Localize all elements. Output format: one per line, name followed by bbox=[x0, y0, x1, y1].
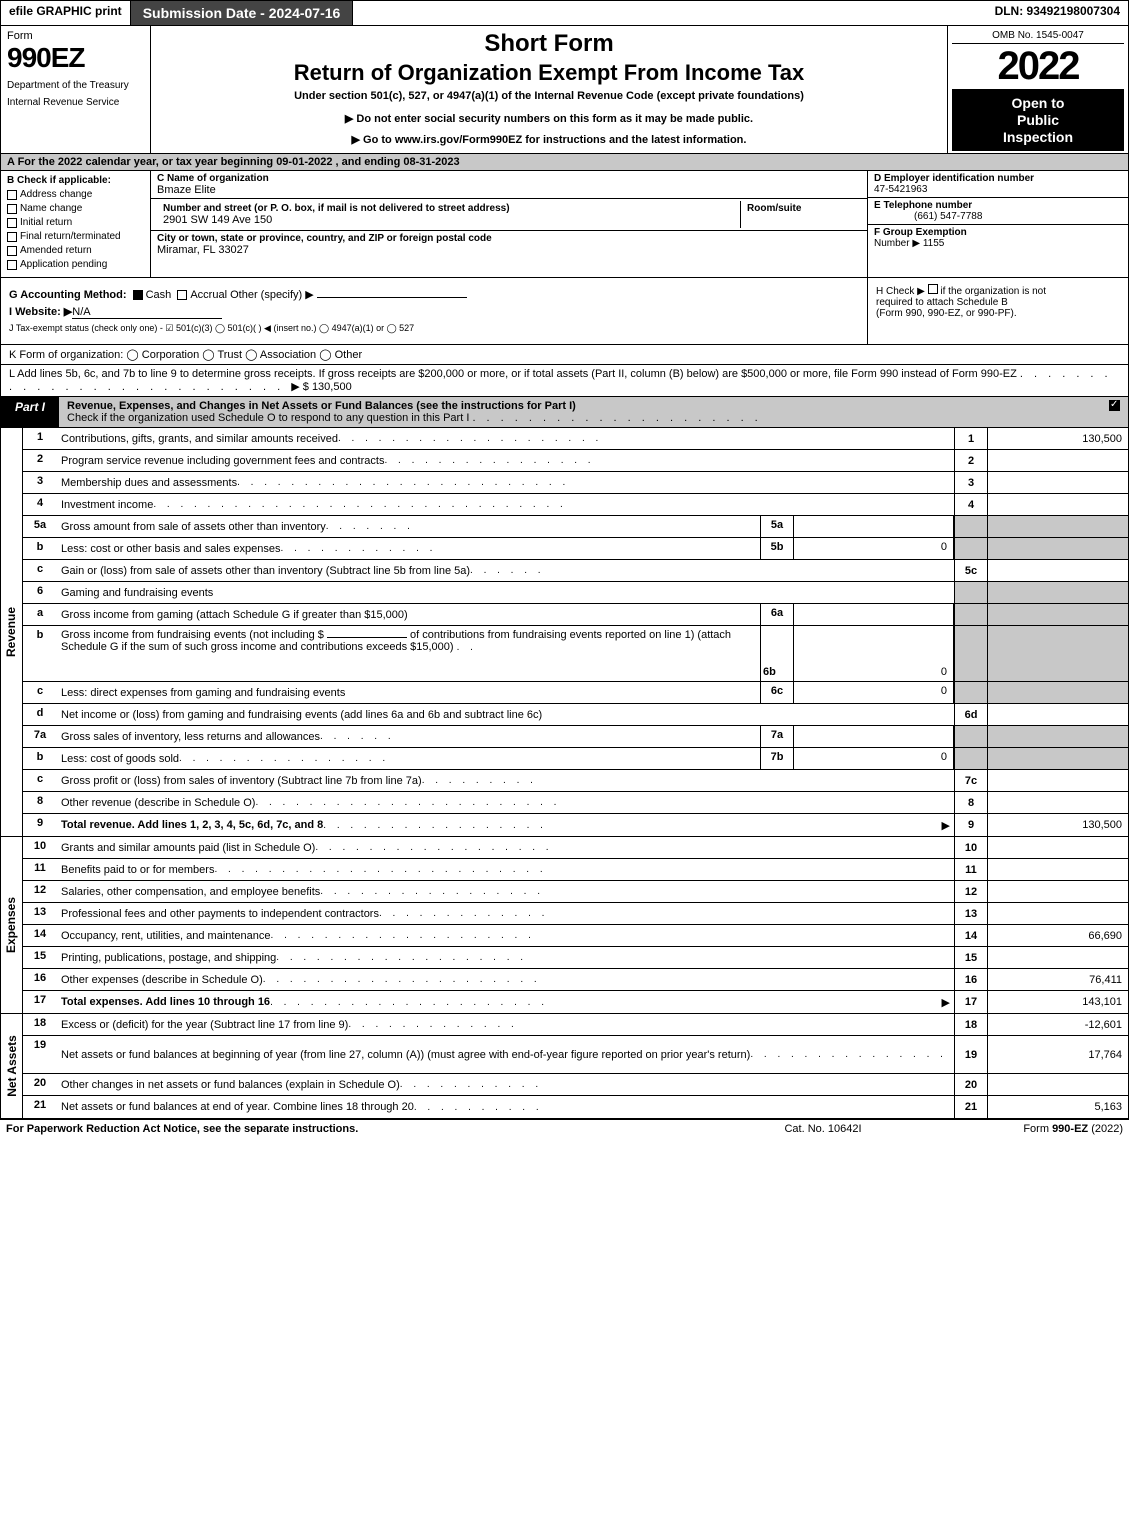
chk-cash[interactable] bbox=[133, 290, 143, 300]
page-footer: For Paperwork Reduction Act Notice, see … bbox=[0, 1119, 1129, 1138]
return-title: Return of Organization Exempt From Incom… bbox=[159, 60, 939, 86]
org-city: Miramar, FL 33027 bbox=[157, 244, 249, 256]
col-h: H Check ▶ if the organization is not req… bbox=[868, 278, 1128, 344]
phone: (661) 547-7788 bbox=[874, 211, 982, 222]
total-revenue: 130,500 bbox=[988, 814, 1128, 836]
col-c-org-info: C Name of organization Bmaze Elite Numbe… bbox=[151, 171, 868, 277]
chk-application-pending[interactable] bbox=[7, 260, 17, 270]
col-def: D Employer identification number 47-5421… bbox=[868, 171, 1128, 277]
gross-receipts: ▶ $ 130,500 bbox=[291, 381, 351, 393]
chk-initial-return[interactable] bbox=[7, 218, 17, 228]
part1-header: Part I Revenue, Expenses, and Changes in… bbox=[0, 397, 1129, 428]
accounting-method: G Accounting Method: Cash Accrual Other … bbox=[9, 288, 859, 301]
org-name: Bmaze Elite bbox=[157, 184, 216, 196]
expenses-side-label: Expenses bbox=[5, 897, 19, 953]
goto-link[interactable]: ▶ Go to www.irs.gov/Form990EZ for instru… bbox=[159, 133, 939, 146]
ending-assets: 5,163 bbox=[988, 1096, 1128, 1118]
under-section: Under section 501(c), 527, or 4947(a)(1)… bbox=[159, 90, 939, 102]
form-number: 990EZ bbox=[7, 42, 144, 74]
revenue-side-label: Revenue bbox=[5, 607, 19, 657]
chk-name-change[interactable] bbox=[7, 204, 17, 214]
form-header: Form 990EZ Department of the Treasury In… bbox=[0, 26, 1129, 154]
dept-treasury: Department of the Treasury bbox=[7, 80, 144, 91]
submission-date: Submission Date - 2024-07-16 bbox=[131, 1, 354, 25]
form-label: Form bbox=[7, 30, 144, 42]
ein: 47-5421963 bbox=[874, 184, 927, 195]
top-bar: efile GRAPHIC print Submission Date - 20… bbox=[0, 0, 1129, 26]
excess-deficit: -12,601 bbox=[988, 1014, 1128, 1035]
line1-value: 130,500 bbox=[988, 428, 1128, 449]
org-street: 2901 SW 149 Ave 150 bbox=[163, 214, 272, 226]
omb-number: OMB No. 1545-0047 bbox=[952, 28, 1124, 44]
row-k: K Form of organization: ◯ Corporation ◯ … bbox=[0, 345, 1129, 365]
efile-label[interactable]: efile GRAPHIC print bbox=[1, 1, 131, 25]
short-form-title: Short Form bbox=[159, 30, 939, 58]
net-assets-section: Net Assets 18 Excess or (deficit) for th… bbox=[0, 1014, 1129, 1119]
open-inspection: Open to Public Inspection bbox=[952, 89, 1124, 151]
dept-irs: Internal Revenue Service bbox=[7, 97, 144, 108]
occupancy: 66,690 bbox=[988, 925, 1128, 946]
chk-schedule-o[interactable] bbox=[1109, 400, 1120, 411]
total-expenses: 143,101 bbox=[988, 991, 1128, 1013]
chk-address-change[interactable] bbox=[7, 190, 17, 200]
tax-exempt-status: J Tax-exempt status (check only one) - ☑… bbox=[9, 323, 859, 334]
revenue-section: Revenue 1 Contributions, gifts, grants, … bbox=[0, 428, 1129, 837]
group-exemption: 1155 bbox=[923, 238, 945, 249]
row-a-period: A For the 2022 calendar year, or tax yea… bbox=[0, 154, 1129, 171]
website-line: I Website: ▶N/A bbox=[9, 305, 859, 319]
row-l: L Add lines 5b, 6c, and 7b to line 9 to … bbox=[0, 365, 1129, 397]
tax-year: 2022 bbox=[952, 44, 1124, 89]
block-bc: B Check if applicable: Address change Na… bbox=[0, 171, 1129, 277]
chk-final-return[interactable] bbox=[7, 232, 17, 242]
other-expenses: 76,411 bbox=[988, 969, 1128, 990]
dln: DLN: 93492198007304 bbox=[987, 1, 1128, 25]
ssn-warning: ▶ Do not enter social security numbers o… bbox=[159, 112, 939, 125]
block-gh: G Accounting Method: Cash Accrual Other … bbox=[0, 277, 1129, 345]
expenses-section: Expenses 10 Grants and similar amounts p… bbox=[0, 837, 1129, 1014]
net-assets-side-label: Net Assets bbox=[5, 1036, 19, 1098]
chk-accrual[interactable] bbox=[177, 290, 187, 300]
beginning-assets: 17,764 bbox=[988, 1036, 1128, 1073]
website: N/A bbox=[72, 306, 222, 319]
chk-amended[interactable] bbox=[7, 246, 17, 256]
col-b-checkboxes: B Check if applicable: Address change Na… bbox=[1, 171, 151, 277]
